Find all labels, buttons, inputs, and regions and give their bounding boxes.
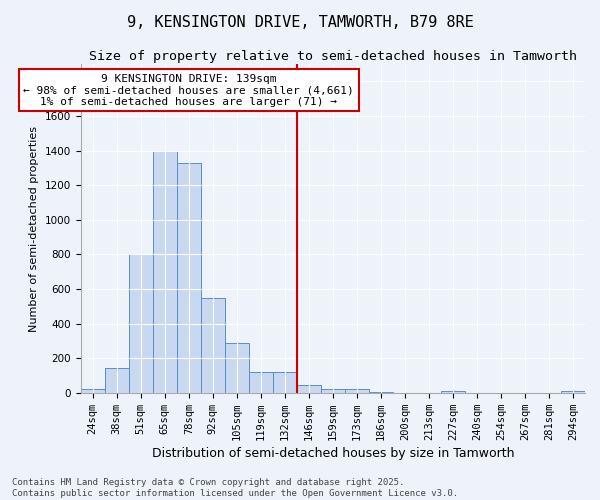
X-axis label: Distribution of semi-detached houses by size in Tamworth: Distribution of semi-detached houses by … (152, 447, 514, 460)
Bar (225, 342, 249, 393)
Bar (129, 254, 153, 393)
Bar (249, 372, 273, 393)
Text: 9, KENSINGTON DRIVE, TAMWORTH, B79 8RE: 9, KENSINGTON DRIVE, TAMWORTH, B79 8RE (127, 15, 473, 30)
Y-axis label: Number of semi-detached properties: Number of semi-detached properties (29, 126, 39, 332)
Bar (177, 163, 201, 393)
Bar (321, 388, 345, 393)
Bar (153, 150, 177, 393)
Bar (273, 372, 297, 393)
Text: Contains HM Land Registry data © Crown copyright and database right 2025.
Contai: Contains HM Land Registry data © Crown c… (12, 478, 458, 498)
Bar (441, 391, 465, 393)
Title: Size of property relative to semi-detached houses in Tamworth: Size of property relative to semi-detach… (89, 50, 577, 63)
Bar (345, 388, 369, 393)
Text: 9 KENSINGTON DRIVE: 139sqm
← 98% of semi-detached houses are smaller (4,661)
1% : 9 KENSINGTON DRIVE: 139sqm ← 98% of semi… (23, 74, 354, 106)
Bar (561, 391, 585, 393)
Bar (105, 368, 129, 393)
Bar (297, 385, 321, 393)
Bar (81, 390, 105, 393)
Bar (201, 298, 225, 393)
Bar (369, 392, 393, 393)
